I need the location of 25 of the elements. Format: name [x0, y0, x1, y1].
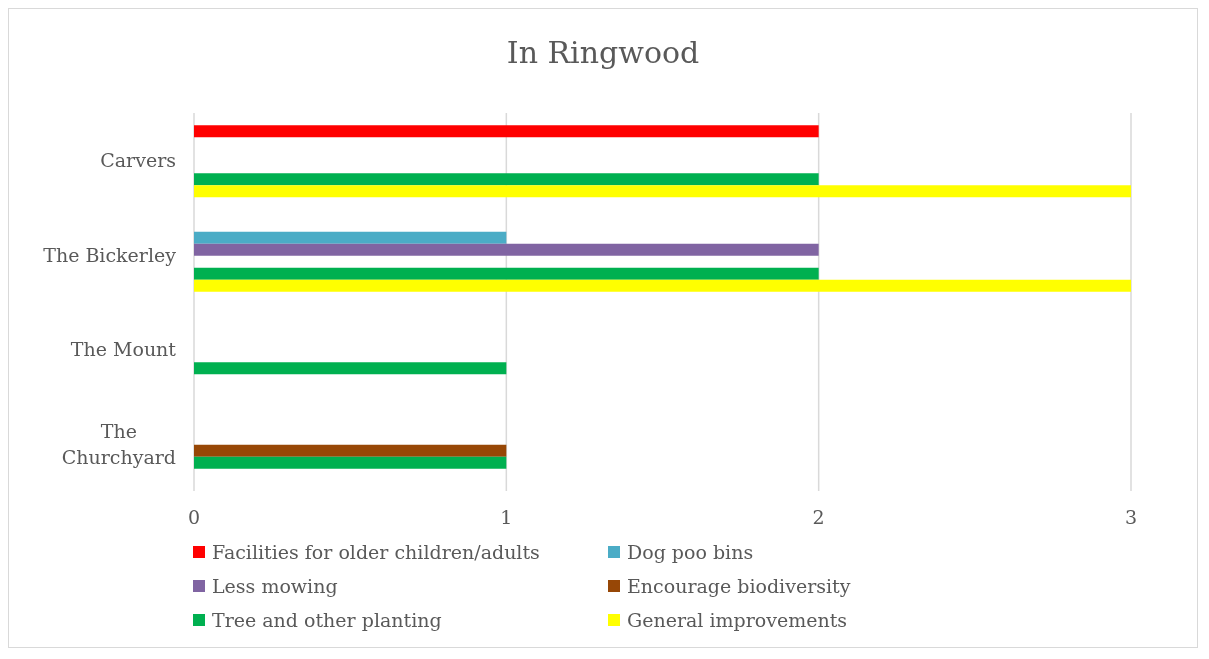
bar [194, 456, 507, 469]
bar [194, 185, 1131, 198]
bar [194, 173, 819, 186]
legend-label: Less mowing [212, 575, 338, 597]
x-tick-label: 3 [1124, 506, 1138, 529]
y-tick-label: The Churchyard [61, 419, 176, 468]
y-tick-label: The Bickerley [43, 243, 177, 266]
chart-title: In Ringwood [505, 35, 701, 70]
legend-label: Encourage biodiversity [627, 575, 851, 597]
x-tick-label: 1 [500, 506, 513, 529]
bar [194, 444, 507, 457]
legend-label: Tree and other planting [212, 609, 442, 631]
bar [194, 362, 507, 375]
bar [194, 243, 819, 256]
y-tick-label: Carvers [100, 149, 176, 172]
y-tick-label: The Mount [70, 338, 177, 361]
legend-label: General improvements [627, 609, 848, 631]
legend-label: Dog poo bins [627, 541, 754, 563]
x-tick-label: 2 [812, 506, 825, 529]
bar [194, 231, 507, 244]
bar [194, 267, 819, 280]
bar [194, 125, 819, 138]
legend-label: Facilities for older children/adults [212, 541, 540, 563]
x-tick-label: 0 [187, 506, 201, 529]
bar [194, 279, 1131, 292]
